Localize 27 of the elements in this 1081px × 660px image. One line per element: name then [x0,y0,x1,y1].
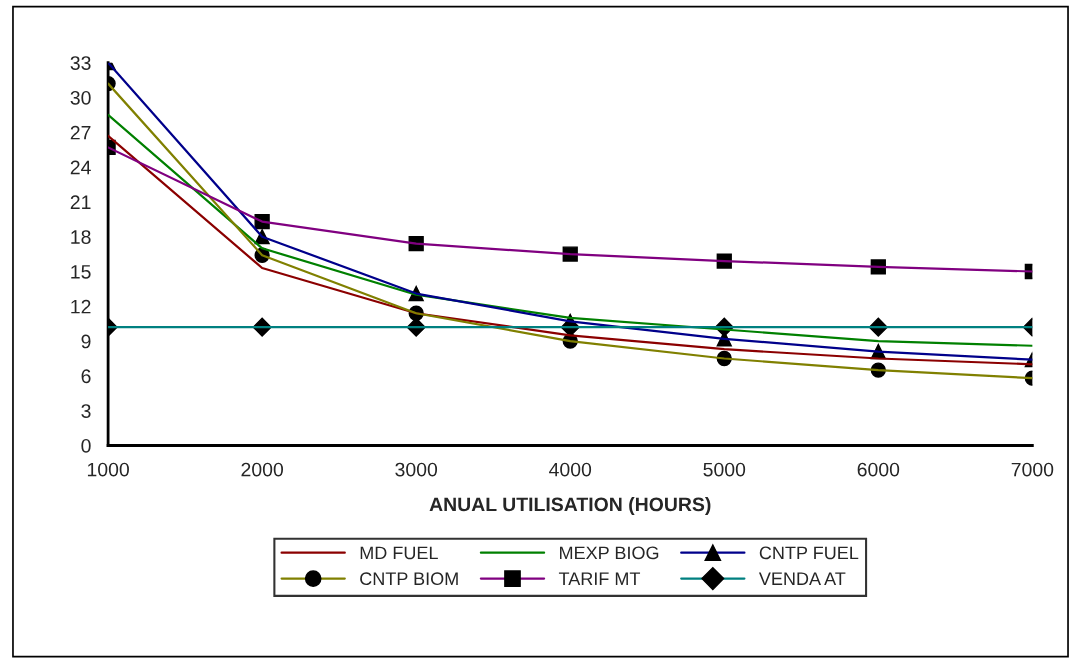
y-tick-label: 21 [70,195,91,209]
y-tick-label: 9 [81,334,91,349]
x-tick-label: 4000 [549,462,592,477]
legend-label: MD FUEL [360,546,438,560]
y-tick-label: 24 [70,160,91,175]
y-tick-label: 15 [71,265,91,279]
legend-label: VENDA AT [758,572,846,585]
legend-label: TARIF MT [558,572,641,585]
y-tick-label: 12 [71,299,91,314]
y-tick-label: 27 [70,125,91,140]
x-axis-title: ANUAL UTILISATION (HOURS) [429,496,711,516]
y-tick-label: 3 [81,404,91,418]
legend-label: CNTP BIOM [360,572,458,586]
y-tick-label: 0 [81,438,91,453]
x-tick-label: 2000 [241,462,284,477]
y-tick-label: 18 [71,230,91,244]
y-tick-label: 6 [81,369,91,384]
line-series [108,134,1033,366]
x-tick-label: 3000 [395,462,438,477]
y-tick-label: 33 [70,56,91,70]
legend-label: MEXP BIOG [560,546,659,560]
legend-label: CNTP FUEL [759,546,859,560]
x-tick-label: 6000 [857,462,900,477]
x-tick-label: 7000 [1011,462,1054,477]
x-tick-label: 5000 [703,462,746,477]
x-tick-label: 1000 [87,462,129,477]
y-tick-label: 30 [70,90,91,105]
